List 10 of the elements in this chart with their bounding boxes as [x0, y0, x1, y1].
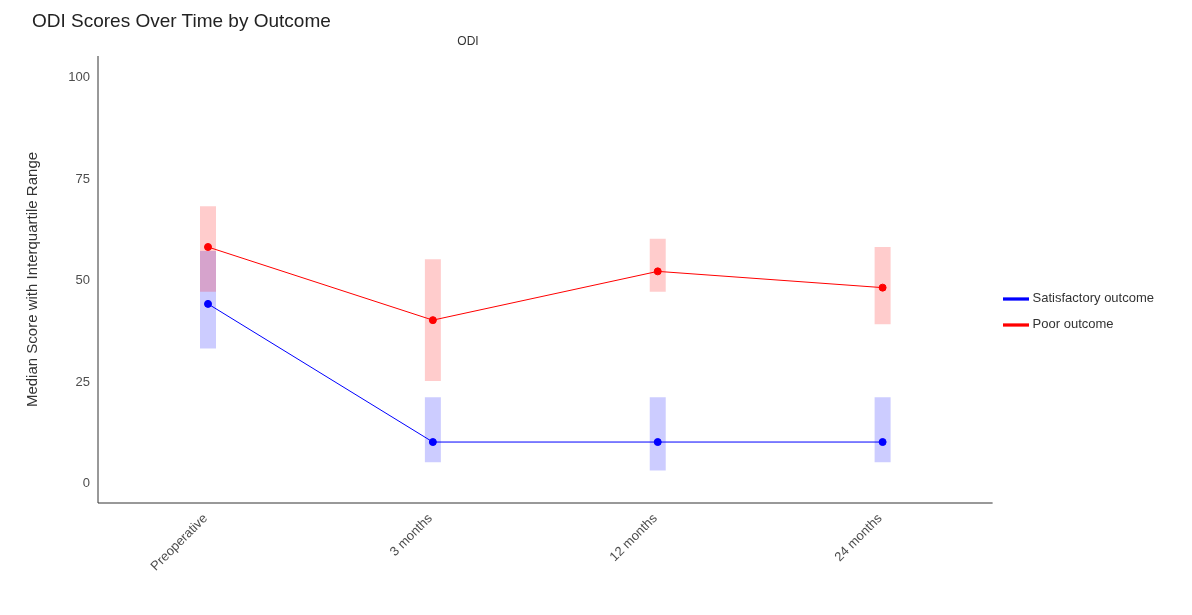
y-tick-label: 0	[82, 475, 90, 491]
legend-label: Poor outcome	[1032, 316, 1114, 332]
y-tick-label: 50	[75, 272, 90, 288]
chart-subtitle: ODI	[456, 34, 480, 48]
y-tick-label: 75	[75, 170, 90, 186]
y-tick-label: 25	[75, 373, 90, 389]
legend-label: Satisfactory outcome	[1032, 290, 1154, 306]
y-axis-title: Median Score with Interquartile Range	[23, 151, 41, 408]
chart-title: ODI Scores Over Time by Outcome	[32, 10, 332, 32]
y-tick-label: 100	[68, 68, 90, 84]
